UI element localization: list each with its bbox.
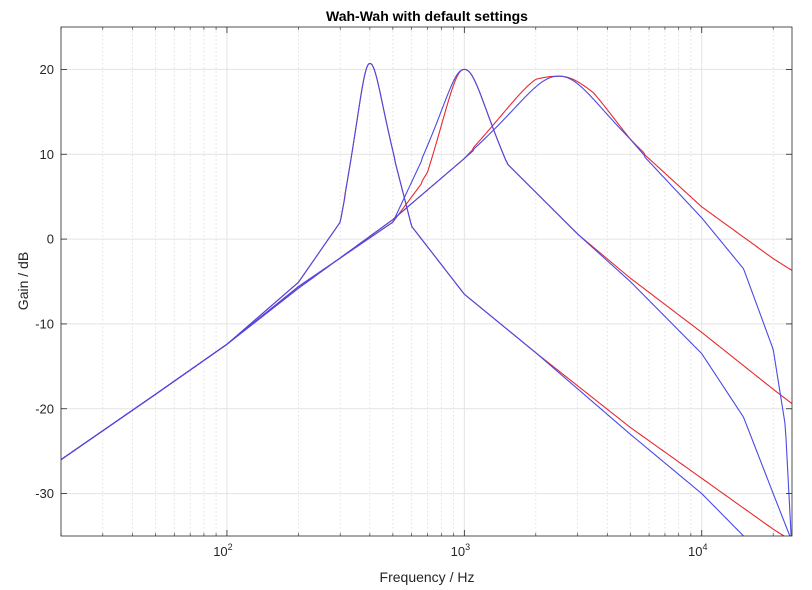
- y-tick-label: -20: [35, 401, 54, 416]
- y-tick-label: 20: [40, 62, 54, 77]
- x-tick-label: 103: [451, 542, 470, 559]
- major-grid: [61, 27, 792, 536]
- y-tick-label: 10: [40, 147, 54, 162]
- axes-box: [60, 26, 793, 537]
- chart-title: Wah-Wah with default settings: [326, 8, 528, 24]
- y-axis-label: Gain / dB: [15, 252, 31, 310]
- digital-curve-3: [61, 75, 792, 536]
- y-tick-label: -30: [35, 486, 54, 501]
- tick-labels: 20 10 0 -10 -20 -30 102 103 104: [35, 62, 707, 559]
- x-axis-label: Frequency / Hz: [380, 569, 475, 585]
- x-tick-label: 104: [688, 542, 707, 559]
- y-tick-label: -10: [35, 316, 54, 331]
- plot-area: [61, 27, 792, 536]
- x-tick-label: 102: [213, 542, 232, 559]
- curves: [61, 62, 792, 536]
- y-tick-label: 0: [47, 232, 54, 247]
- axes-frame: [60, 26, 793, 537]
